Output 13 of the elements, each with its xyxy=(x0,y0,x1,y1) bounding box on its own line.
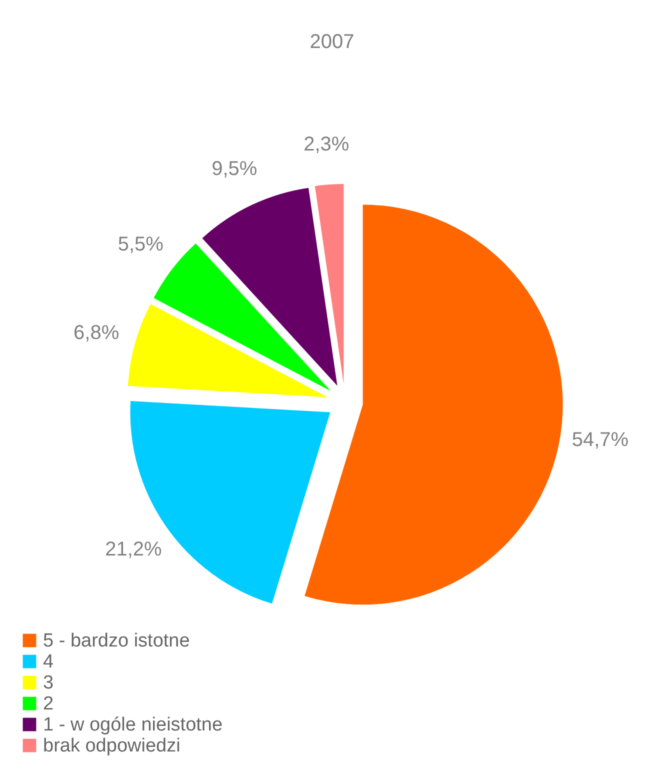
data-label: 2,3% xyxy=(304,134,350,156)
data-label: 5,5% xyxy=(118,234,164,256)
data-label: 21,2% xyxy=(105,538,162,561)
legend-label: 5 - bardzo istotne xyxy=(43,630,190,652)
legend-label: 1 - w ogóle nieistotne xyxy=(43,714,223,736)
data-label: 6,8% xyxy=(74,322,120,344)
data-label: 9,5% xyxy=(212,158,258,180)
legend-label: 2 xyxy=(43,694,54,714)
legend-label: 4 xyxy=(43,652,54,672)
chart-title: 2007 xyxy=(310,31,354,53)
legend-label: 3 xyxy=(43,672,54,694)
legend-label: brak odpowiedzi xyxy=(43,736,180,756)
data-label: 54,7% xyxy=(572,428,629,451)
